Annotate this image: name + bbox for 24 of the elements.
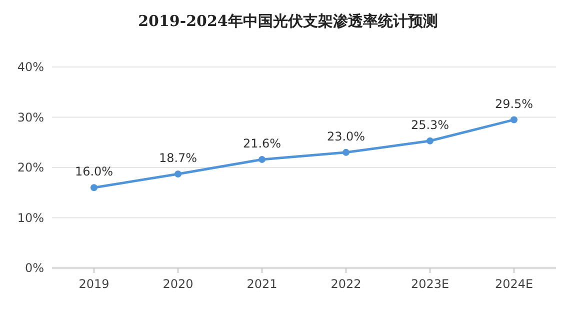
y-tick-label: 30% bbox=[17, 110, 44, 124]
x-tick-label: 2024E bbox=[494, 277, 534, 291]
x-tick-label: 2022 bbox=[330, 277, 362, 291]
y-tick-label: 40% bbox=[17, 60, 44, 74]
y-tick-label: 10% bbox=[17, 210, 44, 225]
x-tick-label: 2020 bbox=[162, 277, 194, 291]
point bbox=[90, 184, 98, 192]
point bbox=[426, 137, 434, 144]
data-label: 29.5% bbox=[494, 96, 534, 111]
point bbox=[174, 170, 182, 178]
data-label: 25.3% bbox=[410, 118, 450, 132]
chart-title: 2019-2024年中国光伏支架渗透率统计预测 bbox=[138, 12, 438, 30]
data-label: 21.6% bbox=[242, 136, 282, 150]
point bbox=[510, 116, 518, 124]
x-tick-label: 2023E bbox=[410, 277, 450, 291]
point bbox=[258, 156, 266, 163]
y-tick-label: 20% bbox=[17, 160, 44, 175]
data-label: 18.7% bbox=[158, 151, 198, 166]
data-label: 16.0% bbox=[74, 164, 114, 179]
y-tick-label: 0% bbox=[24, 261, 44, 276]
data-label: 23.0% bbox=[326, 129, 366, 144]
x-tick-label: 2019 bbox=[78, 277, 110, 291]
point bbox=[342, 148, 350, 156]
x-tick-label: 2021 bbox=[246, 277, 278, 291]
